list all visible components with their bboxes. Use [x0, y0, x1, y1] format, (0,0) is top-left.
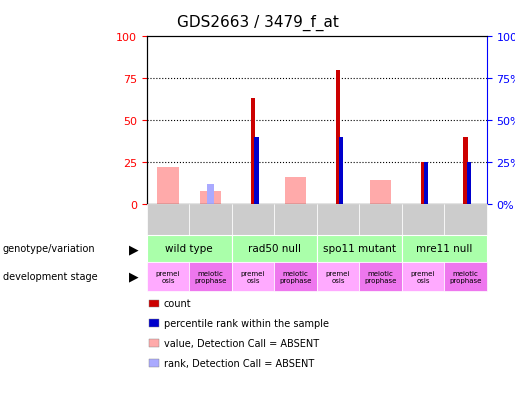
Bar: [444, 204, 487, 372]
Text: ▶: ▶: [129, 270, 139, 283]
Text: value, Detection Call = ABSENT: value, Detection Call = ABSENT: [164, 338, 319, 348]
Bar: [421, 163, 425, 204]
Text: premei
osis: premei osis: [156, 270, 180, 283]
Bar: [359, 204, 402, 372]
Bar: [317, 204, 359, 372]
Text: premei
osis: premei osis: [411, 270, 435, 283]
Text: wild type: wild type: [165, 244, 213, 254]
Text: development stage: development stage: [3, 272, 97, 282]
Bar: [402, 204, 444, 372]
Bar: [285, 178, 306, 204]
Text: meiotic
prophase: meiotic prophase: [364, 270, 397, 283]
Text: meiotic
prophase: meiotic prophase: [279, 270, 312, 283]
Text: premei
osis: premei osis: [241, 270, 265, 283]
Bar: [339, 138, 344, 204]
Bar: [274, 204, 317, 372]
Bar: [147, 204, 189, 372]
Bar: [207, 184, 214, 204]
Bar: [336, 71, 340, 204]
Text: GDS2663 / 3479_f_at: GDS2663 / 3479_f_at: [177, 14, 338, 31]
Text: meiotic
prophase: meiotic prophase: [449, 270, 482, 283]
Text: rank, Detection Call = ABSENT: rank, Detection Call = ABSENT: [164, 358, 314, 368]
Text: mre11 null: mre11 null: [416, 244, 472, 254]
Text: rad50 null: rad50 null: [248, 244, 301, 254]
Bar: [254, 138, 259, 204]
Bar: [464, 138, 468, 204]
Bar: [251, 99, 255, 204]
Text: premei
osis: premei osis: [326, 270, 350, 283]
Text: genotype/variation: genotype/variation: [3, 244, 95, 254]
Text: meiotic
prophase: meiotic prophase: [194, 270, 227, 283]
Bar: [189, 204, 232, 372]
Bar: [370, 181, 391, 204]
Bar: [200, 191, 221, 204]
Bar: [424, 163, 428, 204]
Text: count: count: [164, 299, 192, 309]
Bar: [158, 168, 179, 204]
Text: ▶: ▶: [129, 242, 139, 255]
Bar: [467, 163, 471, 204]
Bar: [232, 204, 274, 372]
Text: spo11 mutant: spo11 mutant: [323, 244, 396, 254]
Text: percentile rank within the sample: percentile rank within the sample: [164, 318, 329, 328]
